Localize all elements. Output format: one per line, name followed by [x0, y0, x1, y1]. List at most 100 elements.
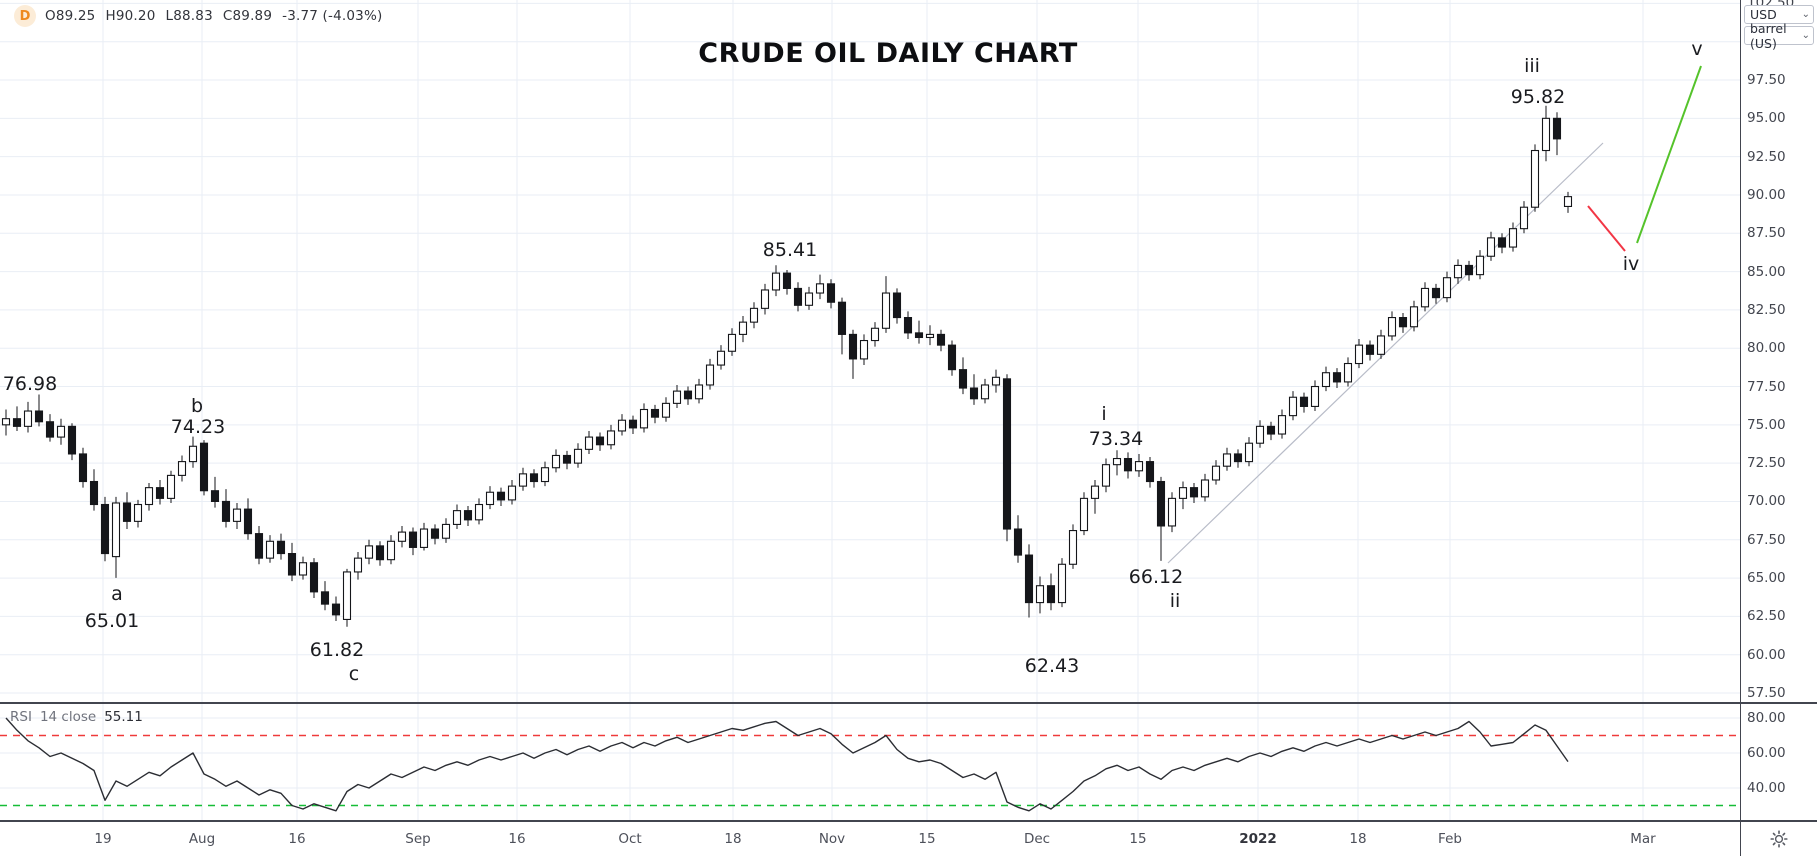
- candle-body: [1321, 372, 1331, 388]
- candle-body: [1101, 464, 1111, 487]
- candle-body: [1123, 457, 1133, 472]
- candle-body: [56, 425, 66, 438]
- candle-body: [1057, 563, 1067, 604]
- candle-body: [1046, 585, 1056, 604]
- candle-body: [518, 473, 528, 487]
- wave-annotation: 95.82: [1511, 86, 1565, 108]
- candle-body: [177, 461, 187, 476]
- wave-annotation: 85.41: [763, 239, 817, 261]
- time-scale[interactable]: 19 Aug 16 Sep 16 Oct 18 Nov 15 Dec 15 2022 18 Feb Mar: [0, 821, 1740, 856]
- candle-body: [881, 292, 891, 329]
- rsi-tick-label: 60.00: [1747, 745, 1786, 761]
- price-tick-label: 65.00: [1747, 570, 1786, 587]
- price-chart-canvas[interactable]: 76.98 b74.23 a 65.01 61.82c 85.41 62.43 i 73.34 6…: [0, 0, 1740, 820]
- price-tick-label: 60.00: [1747, 646, 1786, 663]
- candle-body: [540, 467, 550, 483]
- candle-body: [903, 317, 913, 334]
- unit-select-value: barrel (US): [1750, 20, 1787, 51]
- time-tick-label: 2022: [1239, 830, 1277, 847]
- wave-annotation: 62.43: [1025, 655, 1079, 677]
- time-tick-label: 16: [288, 830, 306, 847]
- candle-body: [859, 339, 869, 360]
- candle-body: [749, 307, 759, 323]
- candle-body: [353, 557, 363, 573]
- price-tick-label: 95.00: [1747, 110, 1786, 127]
- candle-body: [1002, 378, 1012, 530]
- time-tick-label: 18: [1349, 830, 1367, 847]
- candle-body: [1277, 415, 1287, 435]
- candle-body: [969, 387, 979, 400]
- candle-body: [1475, 255, 1485, 276]
- candle-body: [936, 333, 946, 346]
- candle-body: [760, 289, 770, 309]
- candle-body: [771, 272, 781, 291]
- currency-select[interactable]: USD ⌄: [1744, 5, 1814, 24]
- candle-body: [221, 500, 231, 522]
- candle-body: [617, 419, 627, 432]
- wave-annotation: 76.98: [3, 373, 57, 395]
- candle-body: [507, 485, 517, 501]
- candle-body: [78, 453, 88, 483]
- candle-body: [1464, 264, 1474, 276]
- rsi-indicator-legend[interactable]: RSI 14 close 55.11: [10, 709, 143, 725]
- candle-body: [826, 283, 836, 303]
- candle-body: [34, 410, 44, 423]
- wave-annotation: iv: [1623, 253, 1640, 275]
- candle-body: [309, 562, 319, 593]
- candle-body: [1442, 277, 1452, 299]
- candle-body: [925, 333, 935, 339]
- candle-body: [1156, 480, 1166, 527]
- candle-body: [1068, 530, 1078, 565]
- rsi-value: 55.11: [104, 709, 143, 725]
- candle-body: [320, 591, 330, 605]
- candle-body: [364, 545, 374, 559]
- price-tick-label: 97.50: [1747, 72, 1786, 89]
- panel-separator[interactable]: [0, 702, 1817, 704]
- candle-body: [606, 430, 616, 446]
- candle-body: [1552, 117, 1562, 140]
- wave-annotation: 66.12: [1129, 566, 1183, 588]
- candle-body: [980, 384, 990, 400]
- unit-select[interactable]: barrel (US) ⌄: [1744, 21, 1814, 51]
- chart-settings-button[interactable]: [1740, 822, 1817, 856]
- candle-body: [947, 344, 957, 371]
- price-tick-label: 77.50: [1747, 378, 1786, 395]
- candle-body: [562, 454, 572, 464]
- time-tick-label: 18: [724, 830, 742, 847]
- candle-body: [397, 531, 407, 542]
- wave-annotation: 74.23: [171, 416, 225, 438]
- candle-body: [1299, 396, 1309, 407]
- ohlc-open: O89.25: [45, 8, 96, 24]
- candle-body: [1178, 487, 1188, 499]
- candle-body: [892, 292, 902, 319]
- candle-body: [111, 502, 121, 558]
- candle-body: [991, 376, 1001, 386]
- candle-body: [705, 364, 715, 386]
- price-tick-label: 87.50: [1747, 225, 1786, 242]
- candle-body: [672, 390, 682, 404]
- candle-body: [1541, 117, 1551, 152]
- price-tick-label: 82.50: [1747, 301, 1786, 318]
- rsi-tick-label: 40.00: [1747, 780, 1786, 796]
- time-tick-label: 19: [94, 830, 112, 847]
- time-tick-label: Aug: [188, 830, 216, 847]
- ohlc-readout: O89.25 H90.20 L88.83 C89.89 -3.77 (-4.03…: [45, 8, 382, 24]
- candle-body: [551, 454, 561, 469]
- candle-body: [1376, 335, 1386, 355]
- timeframe-badge[interactable]: D: [14, 5, 36, 27]
- price-tick-label: 67.50: [1747, 531, 1786, 548]
- wave-annotation: a: [111, 583, 123, 605]
- price-tick-label: 57.50: [1747, 685, 1786, 701]
- candle-body: [287, 552, 297, 576]
- candle-body: [793, 287, 803, 306]
- candle-body: [463, 510, 473, 521]
- ohlc-high: H90.20: [105, 8, 156, 24]
- chevron-down-icon: ⌄: [1801, 30, 1810, 41]
- candle-body: [595, 436, 605, 446]
- candle-body: [45, 421, 55, 438]
- candle-body: [474, 503, 484, 521]
- currency-select-value: USD: [1750, 7, 1777, 22]
- symbol-legend: D O89.25 H90.20 L88.83 C89.89 -3.77 (-4.…: [14, 5, 382, 27]
- price-scale[interactable]: 102.5097.5095.0092.5090.0087.5085.0082.5…: [1740, 0, 1817, 856]
- candle-body: [452, 510, 462, 525]
